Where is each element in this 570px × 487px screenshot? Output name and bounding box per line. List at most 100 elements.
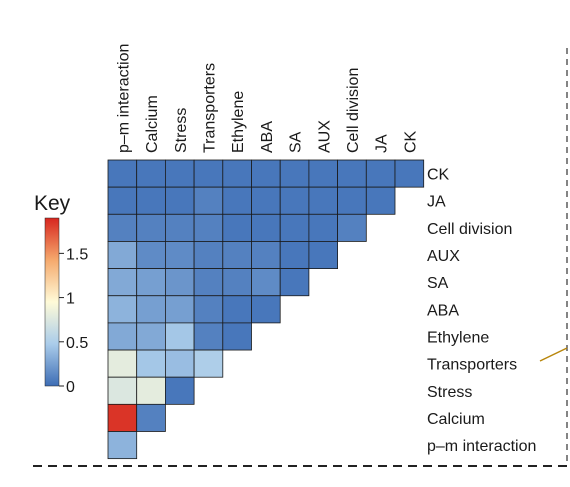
row-label-sa: SA [427,275,449,292]
heatmap-cell-p-m-interaction-p-m-interaction [107,431,138,460]
heatmap-cell-ck-ck [394,159,425,188]
heatmap-cell-cell-division-p-m-interaction [107,213,138,242]
heatmap-cell-ck-cell-division [337,159,367,188]
heatmap-cell-ja-sa [279,186,310,215]
heatmap-cell-stress-p-m-interaction [107,376,138,405]
heatmap-cell-aux-stress [164,241,195,269]
heatmap-cell-ck-ethylene [222,159,252,188]
heatmap-cell-aux-ethylene [222,241,252,269]
column-label-ja: JA [374,134,391,153]
heatmap-cell-aux-aux [308,241,338,269]
heatmap-cell-aba-ethylene [222,295,252,324]
row-label-ck: CK [427,167,450,184]
heatmap-cell-ck-transporters [193,159,224,188]
heatmap-cell-sa-stress [164,268,195,297]
row-label-p-m-interaction: p–m interaction [427,438,536,455]
key-title: Key [34,192,71,215]
key-tick-label: 1 [66,291,75,308]
heatmap-cell-ja-ethylene [222,186,252,215]
heatmap-cell-cell-division-sa [279,213,310,242]
row-label-transporters: Transporters [427,357,517,374]
heatmap-cell-ja-calcium [136,186,166,215]
heatmap-cell-aux-sa [279,241,310,269]
heatmap-cell-ja-aba [251,186,281,215]
heatmap-cell-cell-division-transporters [193,213,224,242]
connector-line [539,347,568,362]
column-label-ck: CK [402,130,419,153]
row-label-ethylene: Ethylene [427,329,489,346]
row-label-ja: JA [427,194,446,211]
heatmap-cell-aba-p-m-interaction [107,295,138,324]
heatmap-cell-sa-aba [251,268,281,297]
heatmap-cell-sa-calcium [136,268,166,297]
heatmap-cell-ck-p-m-interaction [107,159,138,188]
heatmap-cell-sa-transporters [193,268,224,297]
row-label-aux: AUX [427,248,460,265]
column-label-stress: Stress [173,108,190,153]
heatmap-cell-ck-sa [279,159,310,188]
heatmap-cell-aba-transporters [193,295,224,324]
heatmap-cell-cell-division-cell-division [337,213,367,242]
heatmap-cell-stress-stress [164,376,195,405]
heatmap-cell-ck-calcium [136,159,166,188]
heatmap-cell-aba-stress [164,295,195,324]
heatmap-cell-aba-calcium [136,295,166,324]
heatmap-cell-ck-aux [308,159,338,188]
heatmap-cell-ethylene-p-m-interaction [107,322,138,351]
heatmap-cell-aux-aba [251,241,281,269]
heatmap-cell-ck-ja [365,159,396,188]
heatmap-cell-ja-aux [308,186,338,215]
row-label-calcium: Calcium [427,411,485,428]
heatmap-cell-sa-ethylene [222,268,252,297]
column-label-aux: AUX [316,120,333,153]
key-color-bar [44,217,60,387]
heatmap-cell-ck-stress [164,159,195,188]
heatmap-cell-stress-calcium [136,376,166,405]
heatmap-cell-ethylene-stress [164,322,195,351]
heatmap-cell-aux-p-m-interaction [107,241,138,269]
key-tick-label: 0 [66,379,75,396]
heatmap-cell-cell-division-aux [308,213,338,242]
column-labels: p–m interaction Calcium Stress Transporters… [115,44,419,153]
heatmap-cell-cell-division-ethylene [222,213,252,242]
column-label-sa: SA [288,131,305,153]
heatmap-cell-aux-transporters [193,241,224,269]
heatmap-cell-aux-calcium [136,241,166,269]
heatmap-cell-ja-transporters [193,186,224,215]
color-key: Key 0 0.5 1 1.5 [34,192,88,396]
column-label-transporters: Transporters [201,63,218,153]
heatmap-cell-calcium-p-m-interaction [107,403,138,432]
heatmap-cell-ja-p-m-interaction [107,186,138,215]
heatmap-cell-transporters-transporters [193,349,224,378]
heatmap-cell-ethylene-calcium [136,322,166,351]
heatmap-cell-ja-stress [164,186,195,215]
column-label-aba: ABA [259,121,276,153]
heatmap-cell-cell-division-calcium [136,213,166,242]
key-ticks: 0 0.5 1 1.5 [59,246,88,396]
row-label-cell-division: Cell division [427,221,512,238]
column-label-cell-division: Cell division [345,68,362,153]
key-tick-label: 0.5 [66,335,88,352]
heatmap-cell-ethylene-transporters [193,322,224,351]
heatmap-cell-transporters-calcium [136,349,166,378]
heatmap-cell-ja-ja [365,186,396,215]
heatmap-cell-cell-division-stress [164,213,195,242]
key-tick-label: 1.5 [66,246,88,263]
heatmap-cell-aba-aba [251,295,281,324]
heatmap-cell-cell-division-aba [251,213,281,242]
column-label-calcium: Calcium [144,95,161,153]
row-label-aba: ABA [427,302,459,319]
heatmap-cell-calcium-calcium [136,403,166,432]
heatmap-cell-sa-p-m-interaction [107,268,138,297]
heatmap-cell-sa-sa [279,268,310,297]
heatmap-cell-ck-aba [251,159,281,188]
column-label-ethylene: Ethylene [230,91,247,153]
heatmap-cells [107,159,425,460]
heatmap-cell-transporters-stress [164,349,195,378]
row-labels: CK JA Cell division AUX SA ABA Ethylene Transpo… [427,167,536,456]
heatmap-cell-ja-cell-division [337,186,367,215]
column-label-p-m-interaction: p–m interaction [115,44,132,153]
heatmap-cell-ethylene-ethylene [222,322,252,351]
heatmap-cell-transporters-p-m-interaction [107,349,138,378]
